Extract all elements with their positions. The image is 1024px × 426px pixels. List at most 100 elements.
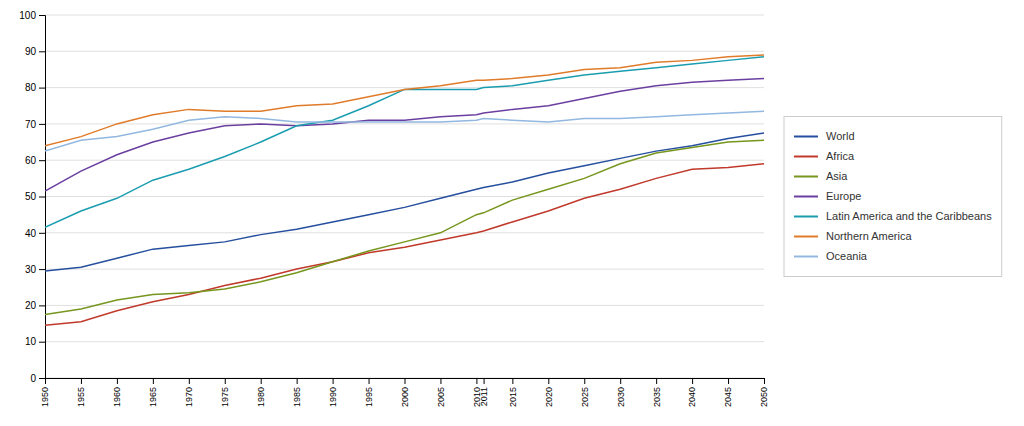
- series-line: [45, 79, 764, 192]
- x-tick-label: 1970: [184, 387, 194, 407]
- x-tick: 2000: [400, 378, 410, 407]
- series-line: [45, 111, 764, 151]
- x-tick: 2011: [479, 378, 489, 406]
- x-tick-label: 2000: [400, 387, 410, 407]
- y-tick: 10: [25, 336, 45, 347]
- legend-label: Asia: [826, 170, 848, 182]
- x-tick-label: 2025: [580, 387, 590, 407]
- y-axis: 0102030405060708090100: [19, 10, 45, 384]
- legend-label: Northern America: [826, 230, 912, 242]
- legend-label: World: [826, 130, 855, 142]
- x-tick-label: 1995: [364, 387, 374, 407]
- y-tick: 30: [25, 264, 45, 275]
- x-tick-label: 1965: [148, 387, 158, 407]
- x-tick-mark: [225, 378, 226, 384]
- grid-line: [45, 15, 764, 16]
- grid-line: [45, 196, 764, 197]
- x-tick-mark: [620, 378, 621, 384]
- y-tick-label: 30: [25, 264, 37, 275]
- x-tick-label: 2005: [436, 387, 446, 407]
- legend-swatch: [794, 136, 818, 138]
- x-tick-mark: [189, 378, 190, 384]
- y-tick-label: 60: [25, 155, 37, 166]
- y-tick-label: 0: [30, 373, 36, 384]
- y-tick-label: 90: [25, 46, 37, 57]
- y-tick-label: 100: [19, 10, 36, 21]
- grid: [45, 15, 764, 378]
- x-tick-label: 2035: [652, 387, 662, 407]
- x-tick-mark: [728, 378, 729, 384]
- x-tick-mark: [297, 378, 298, 384]
- y-tick-mark: [39, 378, 45, 379]
- legend-item: Asia: [794, 170, 848, 182]
- y-tick-label: 10: [25, 336, 37, 347]
- x-axis: 1950 1955 1960 1965 1970 1975 1980 1985 1990 1995…: [40, 378, 769, 407]
- x-tick: 1950: [40, 378, 50, 407]
- y-tick-label: 70: [25, 119, 37, 130]
- grid-line: [45, 305, 764, 306]
- series-line: [45, 140, 764, 314]
- x-tick-mark: [584, 378, 585, 384]
- x-tick: 2035: [652, 378, 662, 407]
- y-tick-mark: [39, 197, 45, 198]
- x-tick-label: 1990: [328, 387, 338, 407]
- x-tick-mark: [512, 378, 513, 384]
- legend-label: Oceania: [826, 250, 868, 262]
- legend-swatch: [794, 216, 818, 218]
- legend-swatch: [794, 156, 818, 158]
- x-tick: 1970: [184, 378, 194, 407]
- y-axis-line: [39, 16, 46, 379]
- legend-label: Latin America and the Caribbeans: [826, 210, 992, 222]
- x-tick: 2005: [436, 378, 446, 407]
- legend-item: Latin America and the Caribbeans: [794, 210, 992, 222]
- legend-item: Northern America: [794, 230, 912, 242]
- y-tick-mark: [39, 160, 45, 161]
- x-tick-mark: [484, 378, 485, 384]
- x-tick-label: 2020: [544, 387, 554, 407]
- grid-line: [45, 123, 764, 124]
- x-tick: 1990: [328, 378, 338, 407]
- y-tick: 100: [19, 10, 45, 21]
- y-tick: 90: [25, 46, 45, 57]
- x-tick-label: 2045: [723, 387, 733, 407]
- series-line: [45, 55, 764, 146]
- x-tick-label: 2040: [687, 387, 697, 407]
- x-tick-mark: [153, 378, 154, 384]
- x-tick: 2050: [759, 378, 769, 407]
- x-tick-mark: [548, 378, 549, 384]
- y-tick-mark: [39, 233, 45, 234]
- x-tick-mark: [764, 378, 765, 384]
- legend-label: Europe: [826, 190, 861, 202]
- legend-swatch: [794, 196, 818, 198]
- chart: 1950 1955 1960 1965 1970 1975 1980 1985 1990 1995…: [0, 0, 1024, 426]
- y-tick-mark: [39, 342, 45, 343]
- x-tick-label: 2015: [508, 387, 518, 407]
- y-tick-mark: [39, 269, 45, 270]
- x-tick: 2045: [723, 378, 733, 407]
- y-tick-mark: [39, 88, 45, 89]
- x-tick: 1960: [112, 378, 122, 407]
- y-tick: 70: [25, 119, 45, 130]
- x-tick-label: 1975: [220, 387, 230, 407]
- x-tick: 1995: [364, 378, 374, 407]
- x-tick-mark: [656, 378, 657, 384]
- x-tick-label: 2030: [616, 387, 626, 407]
- x-tick-label: 2011: [479, 387, 489, 406]
- legend-swatch: [794, 236, 818, 238]
- y-tick-label: 80: [25, 82, 37, 93]
- y-tick-mark: [39, 305, 45, 306]
- x-tick: 1985: [292, 378, 302, 407]
- y-tick: 0: [30, 373, 45, 384]
- y-tick-label: 20: [25, 300, 37, 311]
- legend-item: World: [794, 130, 855, 142]
- legend-swatch: [794, 176, 818, 178]
- x-tick-mark: [369, 378, 370, 384]
- x-tick-label: 1985: [292, 387, 302, 407]
- lines: [45, 55, 764, 325]
- x-tick-label: 1955: [76, 387, 86, 407]
- x-tick: 1980: [256, 378, 266, 407]
- x-tick-mark: [692, 378, 693, 384]
- x-tick-label: 2050: [759, 387, 769, 407]
- x-tick-mark: [261, 378, 262, 384]
- grid-line: [45, 341, 764, 342]
